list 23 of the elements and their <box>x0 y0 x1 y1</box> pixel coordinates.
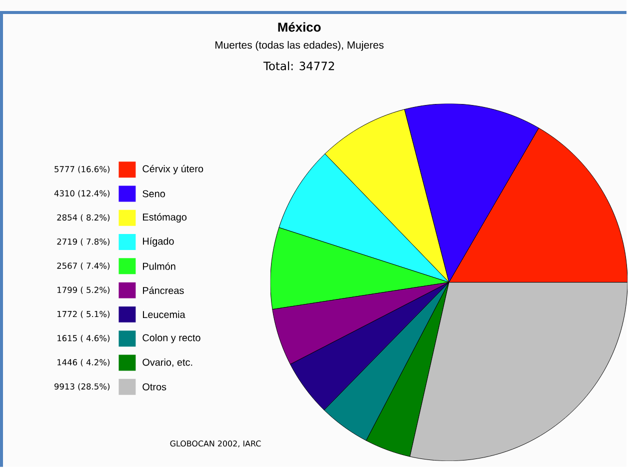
legend-label: Otros <box>142 383 166 390</box>
data-label: 1772 ( 5.1%) <box>57 310 110 318</box>
data-label: 2567 ( 7.4%) <box>57 262 110 270</box>
legend-label: Ovario, etc. <box>142 358 192 367</box>
data-label: 1615 ( 4.6%) <box>57 334 110 342</box>
chart-title: México <box>278 22 321 32</box>
legend-label: Cérvix y útero <box>142 164 204 174</box>
data-label: 1446 ( 4.2%) <box>57 358 110 366</box>
chart-subtitle: Muertes (todas las edades), Mujeres <box>215 40 384 51</box>
data-label: 2854 ( 8.2%) <box>57 214 110 222</box>
text: Total: 34772 <box>263 61 334 70</box>
legend-label: Seno <box>142 190 165 198</box>
data-label: 9913 (28.5%) <box>54 383 110 390</box>
legend-label: Estómago <box>142 212 187 222</box>
legend-label: Hígado <box>142 237 174 247</box>
data-label: 5777 (16.6%) <box>54 166 110 174</box>
data-label: 2719 ( 7.8%) <box>57 238 110 246</box>
legend-label: Colon y recto <box>142 334 200 344</box>
legend-label: Páncreas <box>142 286 184 294</box>
legend-label: Pulmón <box>142 262 176 270</box>
legend-label: Leucemia <box>142 310 186 318</box>
data-label: 4310 (12.4%) <box>54 190 110 198</box>
data-label: 1799 ( 5.2%) <box>57 286 110 294</box>
